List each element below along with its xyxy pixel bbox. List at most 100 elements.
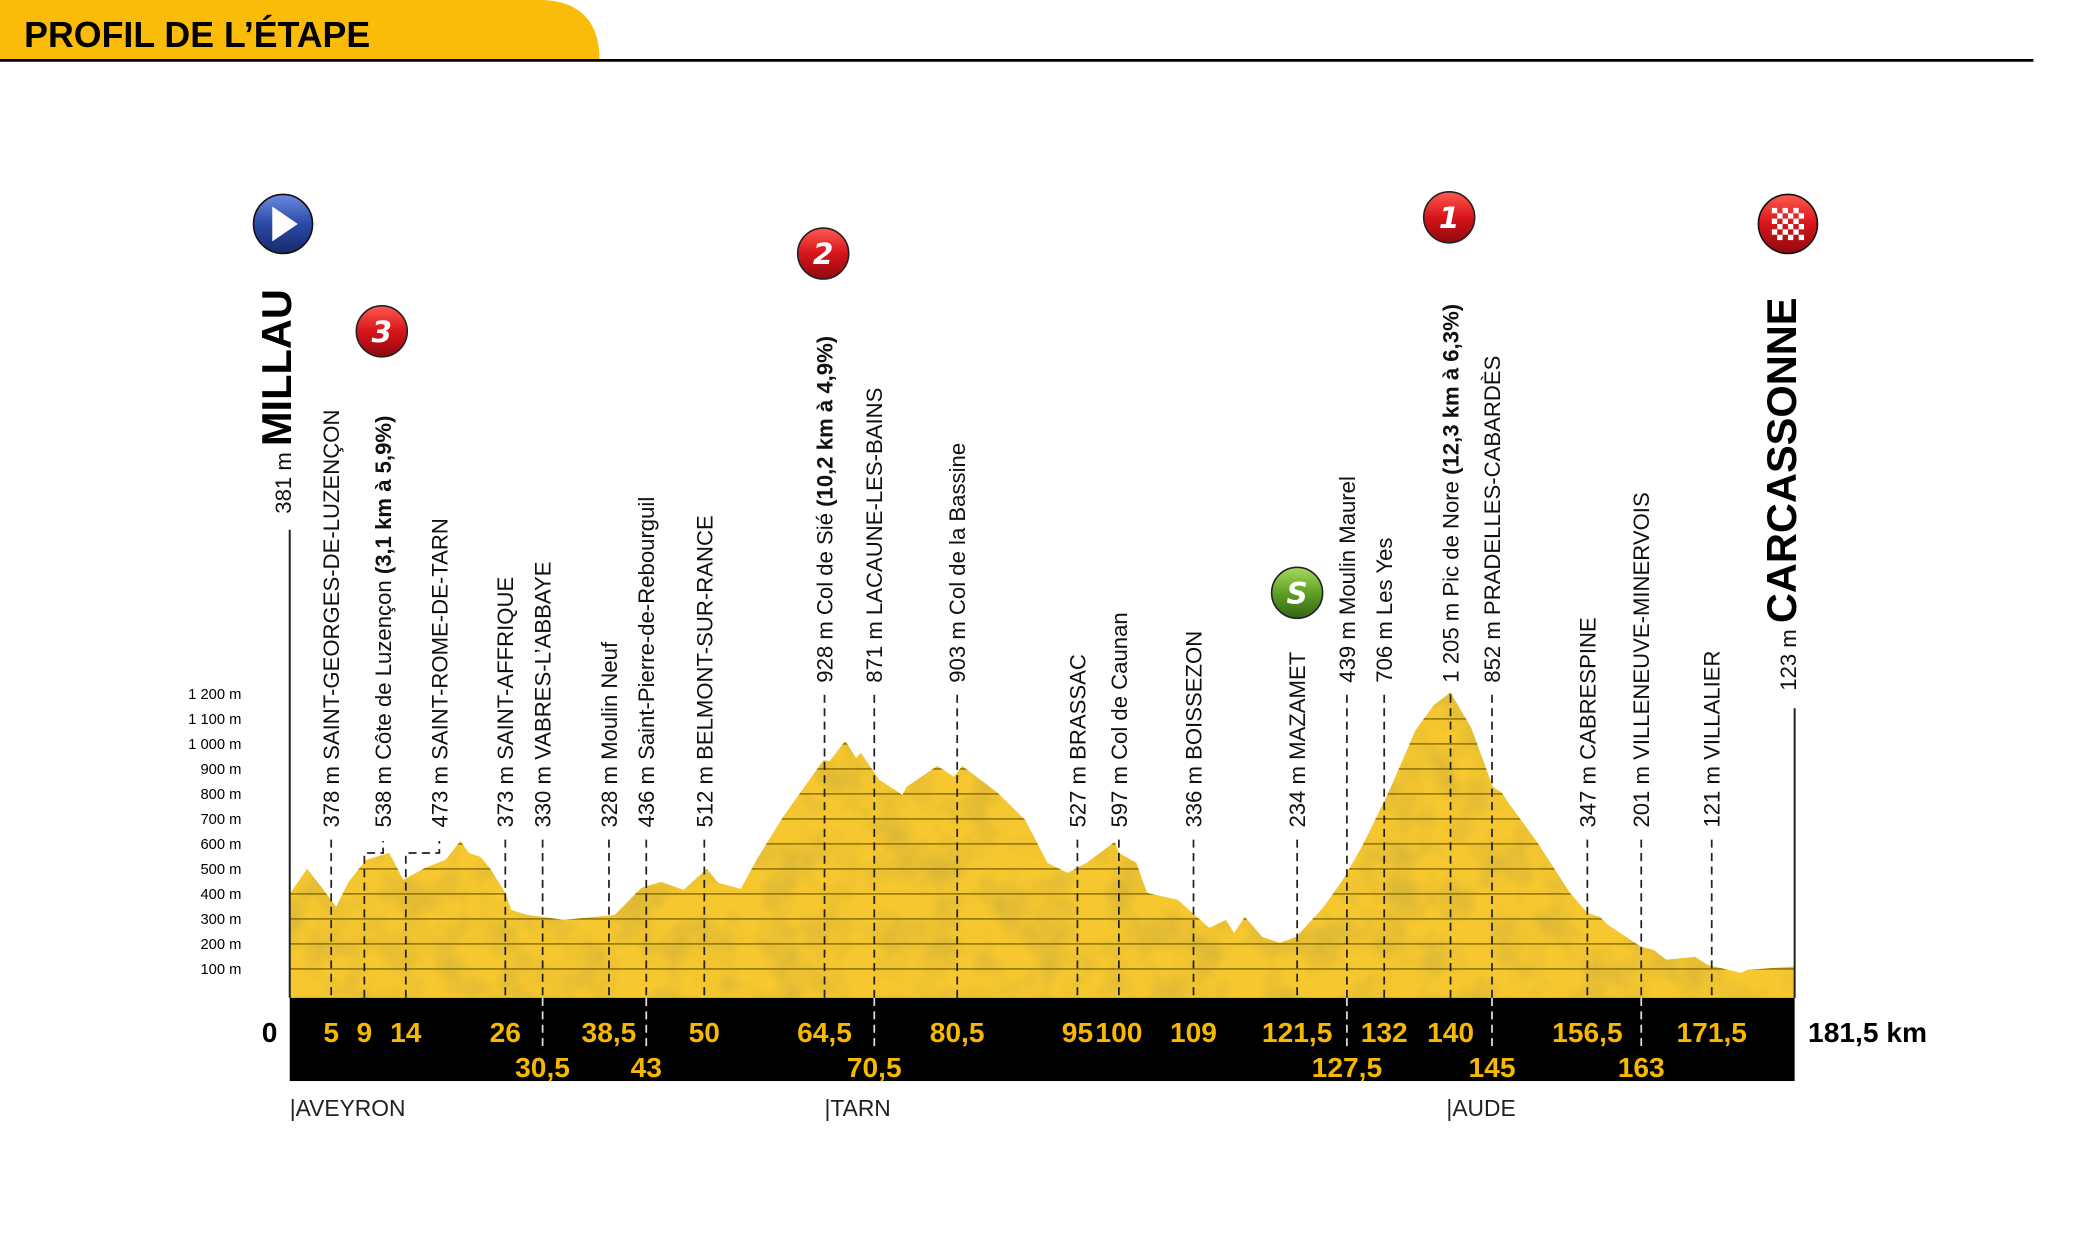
start-label: 381 m MILLAU	[253, 289, 300, 514]
waypoint-altitude: 347 m	[1575, 760, 1600, 828]
y-tick-label: 800 m	[200, 787, 241, 803]
waypoint-altitude: 706 m	[1372, 615, 1397, 683]
y-tick-label: 500 m	[200, 862, 241, 878]
waypoint-marker: 538 m Côte de Luzençon (3,1 km à 5,9%)	[363, 416, 396, 998]
y-tick-label: 400 m	[200, 887, 241, 903]
km-label: 145	[1469, 1052, 1516, 1083]
y-tick-label: 1 100 m	[188, 712, 241, 728]
waypoint-altitude: 121 m	[1700, 760, 1725, 828]
region-labels: |AVEYRON |TARN |AUDE	[290, 1095, 1516, 1121]
climb-category-3-icon: 3	[355, 305, 409, 358]
waypoint-label: 852 m PRADELLES-CABARDÈS	[1480, 356, 1505, 683]
climb-category-2-icon: 2	[796, 227, 850, 280]
waypoint-altitude: 473 m	[427, 760, 452, 828]
waypoint-marker: 330 m VABRES-L’ABBAYE	[531, 562, 556, 1049]
km-label: 80,5	[930, 1017, 985, 1048]
header-tab	[0, 0, 600, 61]
waypoint-marker: 928 m Col de Sié (10,2 km à 4,9%)	[812, 336, 837, 998]
waypoint-label: 928 m Col de Sié (10,2 km à 4,9%)	[812, 336, 837, 683]
start-town: MILLAU	[253, 289, 300, 446]
climb-detail: (3,1 km à 5,9%)	[371, 416, 396, 575]
waypoint-label: 538 m Côte de Luzençon (3,1 km à 5,9%)	[371, 416, 396, 828]
waypoint-marker: 328 m Moulin Neuf	[597, 641, 622, 998]
y-tick-label: 600 m	[200, 837, 241, 853]
km-label: 171,5	[1677, 1017, 1747, 1048]
finish-town: CARCASSONNE	[1758, 298, 1805, 624]
y-tick-label: 700 m	[200, 812, 241, 828]
waypoint-marker: 1 205 m Pic de Nore (12,3 km à 6,3%)	[1439, 304, 1464, 998]
km-label: 26	[490, 1017, 521, 1048]
waypoint-marker: 903 m Col de la Bassine	[945, 443, 970, 998]
y-tick-label: 100 m	[200, 962, 241, 978]
page-title: PROFIL DE L’ÉTAPE	[24, 14, 370, 55]
waypoint-altitude: 336 m	[1181, 760, 1206, 828]
waypoint-name: VABRES-L’ABBAYE	[531, 562, 556, 760]
sprint-icon: S	[1270, 566, 1324, 620]
waypoint-marker: 378 m SAINT-GEORGES-DE-LUZENÇON	[319, 410, 344, 998]
waypoint-altitude: 903 m	[945, 615, 970, 683]
waypoint-label: 378 m SAINT-GEORGES-DE-LUZENÇON	[319, 410, 344, 828]
km-label: 38,5	[582, 1017, 637, 1048]
waypoint-marker: 597 m Col de Caunan	[1107, 612, 1132, 998]
waypoint-label: 871 m LACAUNE-LES-BAINS	[862, 388, 887, 683]
km-label: 121,5	[1262, 1017, 1332, 1048]
km-label: 70,5	[847, 1052, 902, 1083]
waypoint-label: 903 m Col de la Bassine	[945, 443, 970, 683]
svg-text:3: 3	[372, 315, 393, 349]
waypoint-name: Col de Sié	[812, 513, 837, 615]
waypoint-altitude: 436 m	[634, 760, 659, 828]
km-label: 5	[323, 1017, 339, 1048]
waypoint-name: SAINT-ROME-DE-TARN	[427, 518, 452, 760]
svg-text:S: S	[1287, 577, 1308, 611]
waypoint-label: 439 m Moulin Maurel	[1335, 476, 1360, 683]
waypoint-altitude: 597 m	[1107, 760, 1132, 828]
waypoint-label: 121 m VILLALIER	[1700, 650, 1725, 827]
waypoint-marker: 336 m BOISSEZON	[1181, 631, 1206, 998]
waypoint-name: CABRESPINE	[1575, 617, 1600, 760]
waypoint-label: 436 m Saint-Pierre-de-Rebourguil	[634, 497, 659, 828]
waypoint-altitude: 928 m	[812, 615, 837, 683]
waypoint-altitude: 201 m	[1629, 760, 1654, 828]
waypoint-marker: 201 m VILLENEUVE-MINERVOIS	[1629, 492, 1654, 1049]
waypoint-label: 1 205 m Pic de Nore (12,3 km à 6,3%)	[1439, 304, 1464, 683]
waypoint-dash	[363, 840, 385, 998]
climb-detail: (12,3 km à 6,3%)	[1439, 304, 1464, 475]
region-label: |AUDE	[1446, 1095, 1515, 1121]
climb-detail: (10,2 km à 4,9%)	[812, 336, 837, 507]
waypoint-marker: 852 m PRADELLES-CABARDÈS	[1480, 356, 1505, 1049]
svg-text:2: 2	[813, 237, 834, 271]
y-tick-label: 200 m	[200, 937, 241, 953]
finish-altitude: 123 m	[1776, 623, 1801, 691]
km-label: 156,5	[1552, 1017, 1622, 1048]
waypoint-altitude: 234 m	[1285, 760, 1310, 828]
elevation-axis: 100 m 200 m 300 m 400 m 500 m 600 m 700 m 800 m…	[188, 687, 241, 978]
region-label: |AVEYRON	[290, 1095, 406, 1121]
header: PROFIL DE L’ÉTAPE	[0, 0, 2034, 62]
waypoint-altitude: 512 m	[692, 760, 717, 828]
y-tick-label: 1 000 m	[188, 737, 241, 753]
waypoint-label: 597 m Col de Caunan	[1107, 612, 1132, 827]
waypoint-name: VILLALIER	[1700, 650, 1725, 759]
km-label: 109	[1170, 1017, 1217, 1048]
y-tick-label: 900 m	[200, 762, 241, 778]
km-start-label: 0	[262, 1017, 278, 1048]
km-label: 163	[1618, 1052, 1665, 1083]
waypoint-name: SAINT-AFFRIQUE	[493, 577, 518, 760]
km-label: 140	[1427, 1017, 1474, 1048]
waypoint-altitude: 852 m	[1480, 615, 1505, 683]
y-tick-label: 1 200 m	[188, 687, 241, 703]
waypoint-name: BELMONT-SUR-RANCE	[692, 515, 717, 760]
waypoint-altitude: 373 m	[493, 760, 518, 828]
waypoint-altitude: 328 m	[597, 760, 622, 828]
km-label: 132	[1361, 1017, 1408, 1048]
waypoint-altitude: 527 m	[1065, 760, 1090, 828]
waypoint-name: MAZAMET	[1285, 652, 1310, 760]
waypoint-label: 234 m MAZAMET	[1285, 652, 1310, 828]
km-finish-label: 181,5 km	[1808, 1017, 1927, 1048]
waypoint-label: 527 m BRASSAC	[1065, 654, 1090, 827]
finish-marker: 123 m CARCASSONNE	[1758, 298, 1805, 998]
waypoint-label: 473 m SAINT-ROME-DE-TARN	[427, 518, 452, 827]
waypoint-dash	[404, 840, 441, 998]
start-marker: 381 m MILLAU	[253, 289, 300, 998]
